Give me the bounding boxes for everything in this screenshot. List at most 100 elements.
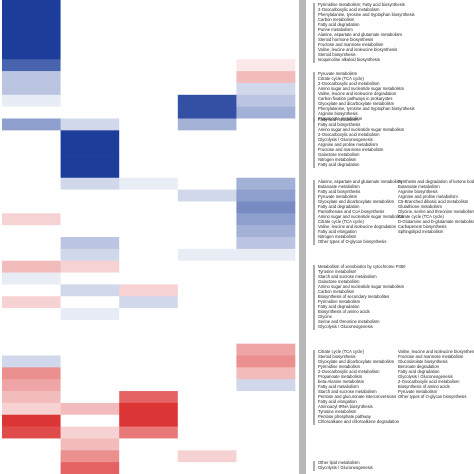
pathway-label: Fatty acid degradation [318,22,360,27]
pathway-label: Sphingolipid metabolism [398,229,444,234]
heat-cell [60,142,120,155]
pathway-label: Biosynthesis of amino acids [398,384,450,389]
pathway-label: Chloroalkane and chloroalkene degradatio… [318,419,400,424]
heat-cell [2,165,61,179]
heat-cell [119,379,179,392]
heat-cell [119,142,179,155]
heat-cell [60,308,120,321]
heat-cell [119,355,179,368]
heat-cell [2,0,61,13]
heat-cell [2,71,61,84]
pathway-label: Citrate cycle (TCA cycle) [318,349,364,354]
heat-cell [236,59,296,72]
pathway-label: Synthesis and degradation of ketone bodi… [398,179,474,184]
heat-cell [177,402,237,416]
heat-cell [60,130,120,143]
pathway-label: Citrate cycle (TCA cycle) [398,214,444,219]
heat-cell [177,118,237,131]
heat-cell [2,225,61,238]
heat-cell [177,106,237,119]
heat-cell [60,225,120,238]
heat-cell [60,272,120,285]
pathway-label: Fructose and mannose metabolism [318,147,384,152]
heat-cell [177,11,237,24]
heat-cell [119,319,179,333]
pathway-label: Nitrogen metabolism [318,157,357,162]
pathway-label: Valine, leucine and isoleucine degradati… [318,91,397,96]
heat-cell [60,35,120,48]
heat-cell [236,189,296,202]
heat-cell [177,213,237,226]
pathway-label: Glycolysis / Gluconeogenesis [318,137,373,142]
heat-cell [119,59,179,72]
heat-cell [2,11,61,24]
heat-cell [60,438,120,451]
pathway-label: Fatty acid metabolism [318,117,359,122]
heat-cell [2,82,61,96]
heat-cell [236,71,296,84]
heat-cell [236,355,296,368]
heat-cell [236,82,296,96]
heat-cell [2,59,61,72]
heat-cell [2,47,61,60]
heat-cell [236,402,296,416]
heat-cell [177,201,237,214]
heat-cell [119,94,179,107]
heat-cell [60,391,120,404]
heat-cell [119,118,179,131]
heat-cell [2,177,61,190]
heat-cell [177,71,237,84]
pathway-label: Carbon metabolism [318,17,355,22]
heat-cell [2,130,61,143]
heat-cell [177,248,237,261]
heat-cell [2,296,61,309]
heat-cell [60,379,120,392]
heat-cell [2,23,61,36]
pathway-label: Pyruvate metabolism [318,71,358,76]
heat-cell [236,165,296,179]
heat-cell [2,379,61,392]
heat-cell [236,319,296,333]
pathway-label: Steroid hormone biosynthesis [318,37,373,42]
pathway-label: C5-Branched dibasic acid metabolism [398,199,469,204]
pathway-label: Tyrosine metabolism [318,269,357,274]
pathway-label: Glycine, serine and threonine metabolism [398,209,474,214]
heat-cell [177,94,237,107]
pathway-label: Glutathione metabolism [398,204,443,209]
pathway-label: Fatty acid biosynthesis [318,189,360,194]
pathway-label: Starch and sucrose metabolism [318,389,377,394]
heat-cell [60,367,120,380]
heat-cell [119,165,179,179]
heat-cell [60,0,120,13]
pathway-label: Fructose and mannose metabolism [318,42,384,47]
heat-cell [2,414,61,427]
heat-cell [236,11,296,24]
pathway-label: Valine, leucine and isoleucine biosynthe… [398,349,474,354]
heat-cell [119,82,179,96]
heat-cell [119,272,179,285]
pathway-label: Isoquinoline alkaloid biosynthesis [318,57,380,62]
heat-cell [2,94,61,107]
heat-cell [236,130,296,143]
pathway-label: Glyoxylate and dicarboxylate metabolism [318,359,395,364]
pathway-label: Alanine, aspartate and glutamate metabol… [318,32,403,37]
heat-cell [60,213,120,226]
heat-cell [177,308,237,321]
heat-cell [177,0,237,13]
heat-cell [2,106,61,119]
pathway-label: Glycolysis / Gluconeogenesis [398,374,453,379]
heat-cell [177,189,237,202]
heat-cell [60,426,120,439]
heat-cell [119,260,179,273]
heat-cell [177,154,237,167]
heat-cell [119,367,179,380]
heat-cell [2,343,61,356]
pathway-label: Fatty acid degradation [318,304,360,309]
pathway-label: Fatty acid degradation [318,204,360,209]
pathway-label: Pyruvate metabolism [318,194,358,199]
pathway-label: Phenylalanine, tyrosine and tryptophan b… [318,12,415,17]
heat-cell [119,71,179,84]
divider-bar [299,0,306,474]
heat-cell [2,189,61,202]
heat-cell [2,438,61,451]
